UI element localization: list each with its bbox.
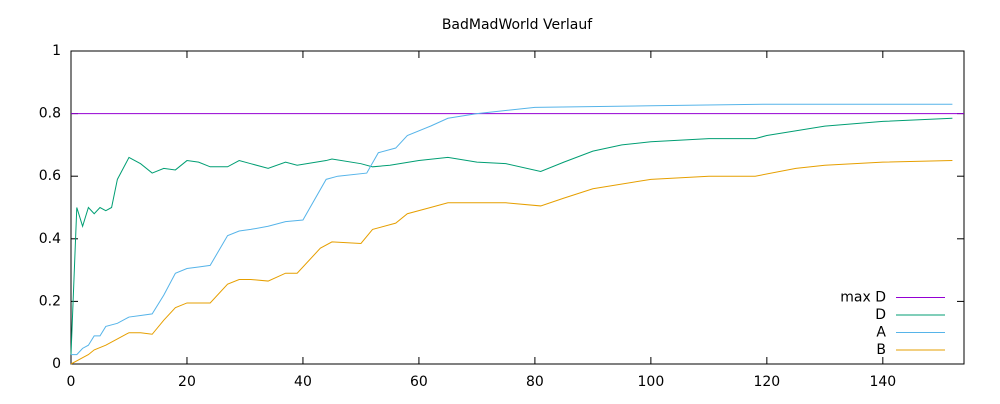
y-tick-label: 0.8 [39, 106, 61, 122]
legend-label: A [876, 325, 886, 341]
x-tick-label: 140 [869, 374, 896, 390]
y-tick-label: 0.4 [39, 231, 61, 247]
y-tick-label: 0 [52, 356, 61, 372]
y-tick-label: 0.6 [39, 168, 61, 184]
legend-label: max D [840, 290, 886, 306]
plot-border [70, 50, 965, 365]
legend-label: B [876, 342, 886, 358]
series-line [71, 103, 953, 356]
x-tick-label: 80 [526, 374, 544, 390]
x-tick-label: 60 [410, 374, 428, 390]
y-tick-label: 1 [52, 43, 61, 59]
x-tick-label: 0 [67, 374, 76, 390]
x-tick-label: 40 [294, 374, 312, 390]
series-line [70, 117, 953, 355]
y-tick-label: 0.2 [39, 293, 61, 309]
series-line [70, 160, 953, 365]
x-tick-label: 20 [178, 374, 196, 390]
x-tick-label: 100 [638, 374, 665, 390]
legend-label: D [875, 307, 886, 323]
chart-title: BadMadWorld Verlauf [442, 17, 593, 33]
x-tick-label: 120 [753, 374, 780, 390]
